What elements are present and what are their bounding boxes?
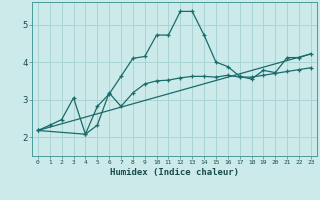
X-axis label: Humidex (Indice chaleur): Humidex (Indice chaleur) bbox=[110, 168, 239, 177]
